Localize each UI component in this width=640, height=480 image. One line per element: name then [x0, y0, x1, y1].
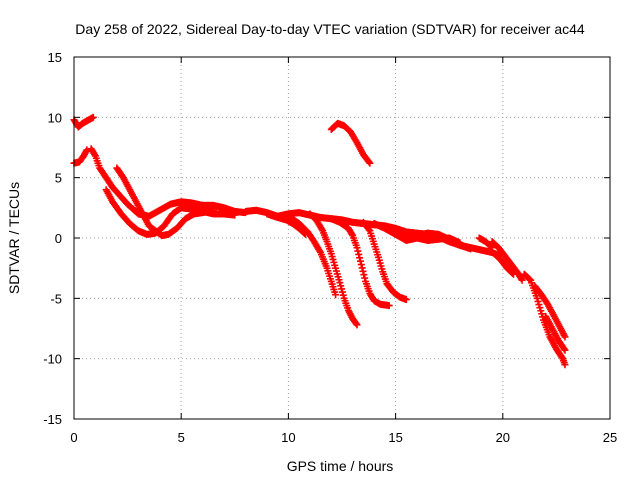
y-axis-label: SDTVAR / TECUs — [6, 182, 22, 294]
series-arc-9 — [306, 210, 361, 329]
data-point — [91, 150, 99, 158]
data-point — [332, 291, 340, 299]
data-point — [231, 211, 239, 219]
x-tick-label: 25 — [603, 430, 617, 445]
series-arc-20 — [542, 312, 569, 354]
data-point — [338, 285, 346, 293]
series-arc-3 — [87, 145, 250, 220]
y-tick-label: 15 — [48, 50, 62, 65]
x-tick-label: 0 — [70, 430, 77, 445]
x-tick-label: 5 — [178, 430, 185, 445]
series-arc-17 — [490, 250, 518, 278]
data-point — [354, 247, 362, 255]
data-point — [365, 158, 373, 166]
x-tick-label: 10 — [281, 430, 295, 445]
y-tick-label: 5 — [55, 171, 62, 186]
chart-title: Day 258 of 2022, Sidereal Day-to-day VTE… — [75, 21, 585, 37]
data-point — [336, 279, 344, 287]
data-point — [510, 270, 518, 278]
series-arc-5 — [113, 164, 217, 240]
y-tick-label: -10 — [43, 352, 62, 367]
series-arc-2 — [70, 146, 91, 167]
data-point — [339, 291, 347, 299]
data-point — [355, 250, 363, 258]
data-point — [357, 261, 365, 269]
series-arc-7 — [263, 210, 310, 238]
data-point — [561, 346, 569, 354]
x-tick-label: 20 — [496, 430, 510, 445]
data-point — [353, 244, 361, 252]
data-point — [82, 147, 90, 155]
series-arc-1 — [70, 113, 97, 131]
data-point — [517, 275, 525, 283]
axis-ticks: 0 5 10 15 20 25 -15 -10 -5 0 5 10 15 — [43, 50, 617, 445]
data-point — [353, 321, 361, 329]
data-point — [352, 320, 360, 328]
data-point — [359, 267, 367, 275]
y-tick-label: -5 — [50, 291, 62, 306]
series-arc-8 — [284, 212, 340, 299]
data-point — [518, 276, 526, 284]
series-arc-14 — [327, 119, 374, 167]
series-arc-13 — [392, 228, 475, 253]
y-tick-label: -15 — [43, 412, 62, 427]
data-point — [385, 302, 393, 310]
y-tick-label: 10 — [48, 110, 62, 125]
data-point — [467, 245, 475, 253]
data-point — [360, 271, 368, 279]
data-point — [402, 296, 410, 304]
data-point — [509, 269, 517, 277]
data-point — [561, 333, 569, 341]
data-point — [338, 288, 346, 296]
y-tick-label: 0 — [55, 231, 62, 246]
data-point — [209, 206, 217, 214]
data-point — [337, 282, 345, 290]
grid-lines — [74, 57, 610, 419]
series-arc-15 — [475, 234, 496, 252]
data-point — [356, 257, 364, 265]
data-point — [366, 159, 374, 167]
series-arc-11 — [359, 218, 410, 304]
data-point — [356, 254, 364, 262]
series-arc-19 — [531, 282, 569, 341]
data-point — [358, 264, 366, 272]
data-point — [561, 361, 569, 369]
data-point — [348, 230, 356, 238]
x-axis-label: GPS time / hours — [287, 458, 394, 474]
data-point — [361, 274, 369, 282]
series-arc-10 — [327, 215, 393, 310]
series-arc-16 — [488, 238, 526, 284]
data-point — [560, 345, 568, 353]
x-tick-label: 15 — [388, 430, 402, 445]
data-point — [89, 113, 97, 121]
data-points — [70, 113, 569, 369]
data-point — [365, 226, 373, 234]
